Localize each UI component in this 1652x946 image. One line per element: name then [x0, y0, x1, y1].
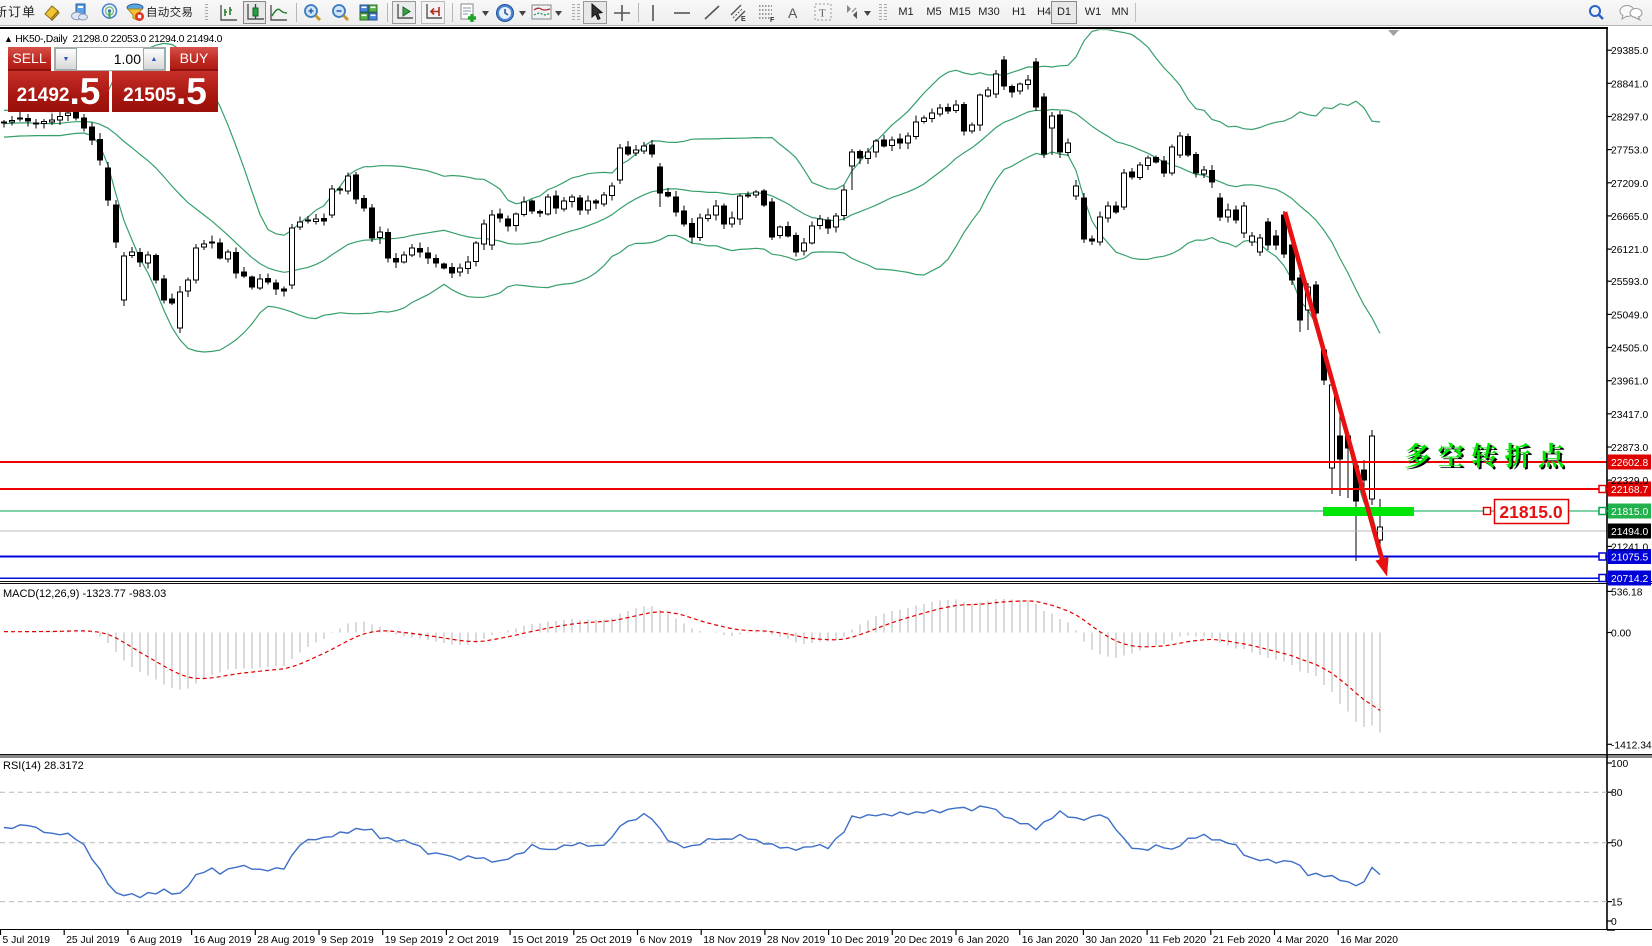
svg-text:6 Aug 2019: 6 Aug 2019 [130, 935, 182, 946]
svg-text:16 Aug 2019: 16 Aug 2019 [194, 935, 252, 946]
svg-text:27753.0: 27753.0 [1611, 146, 1648, 157]
svg-text:27209.0: 27209.0 [1611, 179, 1648, 190]
svg-text:50: 50 [1611, 839, 1623, 850]
svg-text:26665.0: 26665.0 [1611, 212, 1648, 223]
svg-text:T: T [819, 8, 826, 20]
svg-text:16 Jan 2020: 16 Jan 2020 [1022, 935, 1079, 946]
svg-text:23417.0: 23417.0 [1611, 410, 1648, 421]
svg-text:2 Oct 2019: 2 Oct 2019 [448, 935, 499, 946]
svg-text:24505.0: 24505.0 [1611, 344, 1648, 355]
svg-text:0.00: 0.00 [1611, 629, 1631, 640]
svg-text:22602.8: 22602.8 [1611, 458, 1648, 469]
svg-text:21 Feb 2020: 21 Feb 2020 [1213, 935, 1271, 946]
svg-text:25 Oct 2019: 25 Oct 2019 [576, 935, 632, 946]
svg-text:15: 15 [1611, 898, 1623, 909]
svg-text:23961.0: 23961.0 [1611, 377, 1648, 388]
svg-text:25049.0: 25049.0 [1611, 310, 1648, 321]
svg-text:21494.0: 21494.0 [1611, 527, 1648, 538]
svg-text:25 Jul 2019: 25 Jul 2019 [66, 935, 120, 946]
svg-text:28 Nov 2019: 28 Nov 2019 [767, 935, 826, 946]
svg-text:18 Nov 2019: 18 Nov 2019 [703, 935, 762, 946]
svg-text:9 Sep 2019: 9 Sep 2019 [321, 935, 374, 946]
svg-text:F: F [770, 17, 775, 23]
svg-text:29385.0: 29385.0 [1611, 46, 1648, 57]
svg-text:-1412.34: -1412.34 [1611, 740, 1652, 751]
svg-text:20 Dec 2019: 20 Dec 2019 [894, 935, 953, 946]
svg-text:536.18: 536.18 [1611, 587, 1643, 598]
svg-text:15 Oct 2019: 15 Oct 2019 [512, 935, 568, 946]
svg-text:28297.0: 28297.0 [1611, 113, 1648, 124]
svg-text:25593.0: 25593.0 [1611, 277, 1648, 288]
svg-text:10 Dec 2019: 10 Dec 2019 [831, 935, 890, 946]
svg-text:11 Feb 2020: 11 Feb 2020 [1149, 935, 1206, 946]
svg-text:100: 100 [1611, 759, 1628, 770]
svg-text:21815.0: 21815.0 [1611, 507, 1648, 518]
svg-text:30 Jan 2020: 30 Jan 2020 [1085, 935, 1142, 946]
svg-text:4 Mar 2020: 4 Mar 2020 [1277, 935, 1329, 946]
svg-text:22168.7: 22168.7 [1611, 485, 1648, 496]
svg-text:26121.0: 26121.0 [1611, 245, 1648, 256]
svg-text:28841.0: 28841.0 [1611, 79, 1648, 90]
svg-text:6 Nov 2019: 6 Nov 2019 [640, 935, 693, 946]
svg-text:16 Mar 2020: 16 Mar 2020 [1340, 935, 1398, 946]
svg-text:22873.0: 22873.0 [1611, 443, 1648, 454]
svg-text:21241.0: 21241.0 [1611, 542, 1648, 553]
svg-text:28 Aug 2019: 28 Aug 2019 [257, 935, 315, 946]
svg-text:19 Sep 2019: 19 Sep 2019 [385, 935, 444, 946]
svg-text:E: E [741, 16, 746, 23]
svg-text:5 Jul 2019: 5 Jul 2019 [3, 935, 51, 946]
svg-text:21815.0: 21815.0 [1499, 502, 1563, 522]
svg-text:6 Jan 2020: 6 Jan 2020 [958, 935, 1009, 946]
svg-text:0: 0 [1611, 917, 1617, 928]
svg-text:22329.0: 22329.0 [1611, 476, 1648, 487]
svg-text:21075.5: 21075.5 [1611, 553, 1648, 564]
svg-text:80: 80 [1611, 788, 1623, 799]
svg-text:20714.2: 20714.2 [1611, 574, 1648, 585]
